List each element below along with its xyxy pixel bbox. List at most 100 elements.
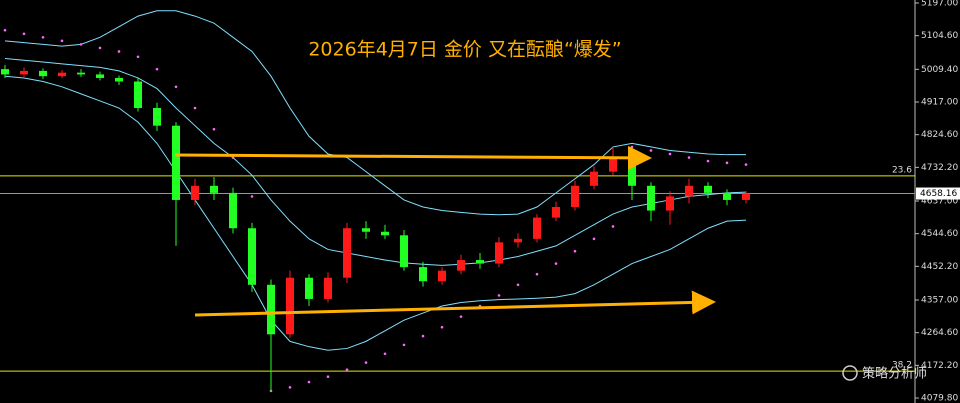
last-price-label: 4658.16 (920, 189, 957, 199)
sar-dot (744, 163, 748, 166)
candle-body (476, 260, 484, 264)
candle-body (1, 69, 9, 75)
candle-body (419, 267, 427, 282)
sar-dot (668, 152, 672, 156)
sar-dot (3, 28, 7, 32)
candle-body (704, 185, 712, 193)
sar-dot (155, 67, 159, 71)
candle-body (96, 74, 104, 78)
y-tick-label: 4824.60 (921, 130, 958, 140)
candle-body (495, 242, 503, 264)
candle-body (552, 207, 560, 218)
candle-body (305, 277, 313, 299)
sar-dot (174, 85, 178, 89)
y-tick-label: 4732.20 (921, 163, 958, 173)
candle-body (723, 192, 731, 200)
sar-dot (250, 195, 254, 198)
sar-dot (440, 325, 444, 329)
candle-body (438, 270, 446, 282)
sar-dot (22, 32, 26, 36)
candle-body (58, 72, 66, 77)
level-label: 38.2 (892, 361, 912, 371)
sar-dot (630, 145, 634, 149)
candle-body (20, 70, 28, 75)
candle-body (324, 277, 332, 299)
candle-body (286, 277, 294, 335)
watermark-icon (842, 365, 858, 381)
chart-title: 2026年4月7日 金价 又在酝酿“爆发” (308, 39, 621, 61)
candle-body (590, 171, 598, 186)
band-lower (4, 75, 747, 351)
sar-dot (345, 368, 349, 371)
level-label: 23.6 (892, 165, 912, 175)
sar-dot (288, 386, 292, 389)
sar-dot (117, 50, 121, 53)
sar-dot (573, 249, 577, 253)
sar-dot (383, 352, 387, 356)
candle-body (115, 77, 123, 82)
candle-body (210, 185, 218, 193)
sar-dot (592, 237, 596, 241)
sar-dot (136, 55, 140, 59)
sar-dot (79, 43, 83, 46)
y-tick-label: 4637.00 (921, 197, 958, 207)
arrow (194, 290, 716, 317)
sar-dot (212, 127, 216, 131)
candle-body (172, 125, 180, 200)
candle-body (400, 235, 408, 268)
candle-body (571, 185, 579, 208)
sar-dot (193, 106, 197, 110)
y-tick-label: 4452.20 (921, 262, 958, 272)
candle-body (267, 284, 275, 335)
sar-dot (41, 36, 45, 39)
indicators (0, 10, 915, 393)
candle-body (343, 228, 351, 278)
y-tick-label: 5104.60 (921, 31, 958, 41)
candle-body (77, 72, 85, 75)
candle-body (248, 228, 256, 285)
sar-dot (364, 361, 368, 364)
sar-dot (687, 156, 691, 159)
band-upper (4, 10, 746, 216)
candles (1, 64, 750, 391)
sar-dot (497, 294, 501, 297)
sar-dot (611, 225, 615, 228)
band-middle (4, 58, 747, 266)
sar-dot (269, 389, 273, 393)
sar-dot (98, 46, 102, 50)
sar-dot (307, 380, 311, 384)
candle-body (533, 217, 541, 239)
sar-dot (326, 375, 330, 379)
sar-dot (516, 283, 520, 287)
candle-body (191, 185, 199, 200)
sar-dot (706, 159, 710, 163)
y-tick-label: 4264.60 (921, 328, 958, 338)
arrow (174, 145, 652, 170)
y-tick-label: 5009.40 (921, 65, 958, 75)
sar-dot (60, 39, 64, 43)
y-tick-label: 4917.00 (921, 98, 958, 108)
candle-body (153, 108, 161, 126)
y-tick-label: 4079.80 (921, 394, 958, 403)
y-tick-label: 4357.00 (921, 296, 958, 306)
candle-body (609, 157, 617, 172)
candle-body (742, 193, 750, 200)
watermark: 策略分析师 (862, 366, 927, 382)
candle-body (628, 157, 636, 186)
candle-body (666, 196, 674, 211)
candle-body (514, 238, 522, 243)
sar-dot (649, 149, 653, 152)
y-tick-label: 4544.60 (921, 229, 958, 239)
candle-body (381, 231, 389, 236)
y-tick-label: 4172.20 (921, 361, 958, 371)
last-price-box (916, 187, 960, 200)
candle-body (457, 260, 465, 271)
candle-body (647, 185, 655, 211)
candle-body (362, 228, 370, 232)
sar-dot (421, 334, 425, 338)
sar-dot (535, 272, 539, 276)
candle-body (685, 185, 693, 197)
sar-dot (402, 343, 406, 347)
sar-dot (554, 262, 558, 265)
